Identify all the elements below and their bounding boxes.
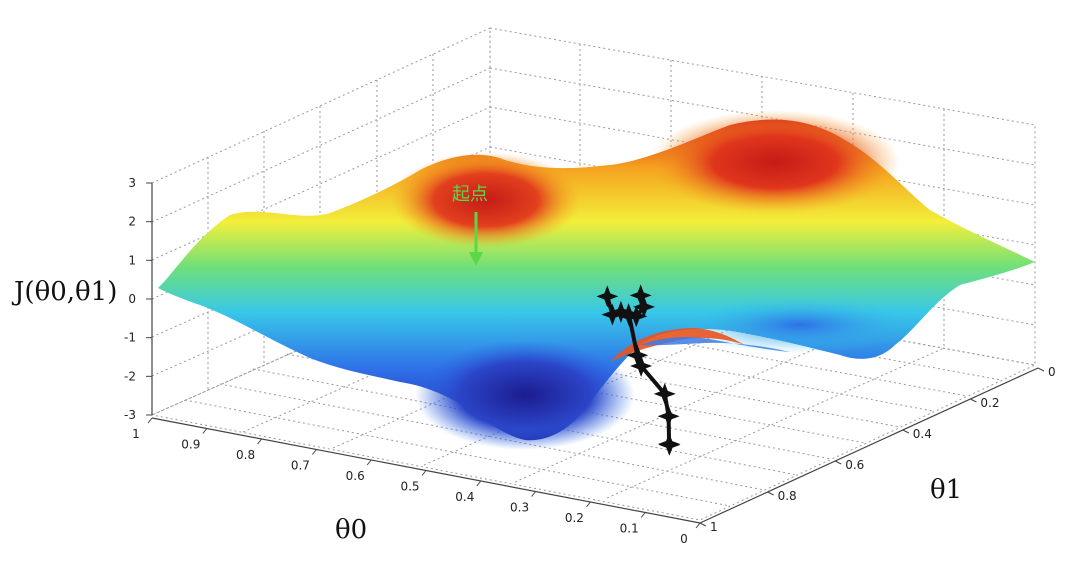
x-tick-label: 0.1 [620,522,639,536]
y-tick-mark [834,460,842,465]
y-tick-label: 0.6 [845,458,864,472]
z-axis-label: J(θ0,θ1) [11,277,117,307]
z-ticks: 3 2 1 0 -1 -2 -3 [124,176,152,422]
y-tick-mark [767,491,774,496]
x-tick-mark [476,480,482,487]
descent-step-marker [617,303,640,326]
z-tick-label: 1 [128,253,136,267]
peak-right [650,110,900,214]
descent-step-marker [609,300,632,323]
z-tick-label: -1 [124,331,136,345]
x-tick-label: 0.7 [291,459,310,473]
x-tick-label: 1 [132,427,140,441]
descent-step-marker [630,355,653,378]
descent-step-marker [629,284,652,307]
descent-paths [596,284,681,456]
y-axis-line [699,367,1039,524]
y-axis-label: θ1 [930,475,962,505]
x-tick-label: 0.9 [181,438,200,452]
x-tick-mark [202,428,208,434]
surface-fold [610,328,745,362]
y-tick-mark [699,522,707,527]
valley-right [680,297,920,353]
descent-step-marker [626,344,649,367]
z-tick-label: 0 [128,292,136,306]
z-tick-label: -3 [124,408,136,422]
z-tick-label: 2 [128,215,136,229]
x-tick-label: 0.6 [346,469,365,483]
x-tick-label: 0.8 [236,448,255,462]
x-tick-label: 0.4 [455,490,474,504]
y-tick-mark [970,398,977,403]
x-tick-mark [695,522,701,529]
y-tick-label: 0.4 [913,427,932,441]
descent-step-marker [632,295,655,318]
valley-center [415,340,635,450]
y-tick-mark [902,429,910,434]
x-axis-label: θ0 [335,515,367,545]
z-tick-label: -2 [124,369,136,383]
peak-left [391,152,581,248]
descent-step-marker [657,405,680,428]
x-tick-mark [640,512,646,518]
y-tick-label: 0.8 [778,489,797,503]
y-tick-label: 0.2 [980,396,999,410]
x-ticks: 1 0.9 0.8 0.7 0.6 0.5 0.4 0.3 0.2 0.1 0 [132,417,701,546]
y-tick-label: 0 [1048,365,1056,379]
x-tick-mark [312,449,317,455]
start-annotation: 起点 [452,184,488,266]
descent-step-marker [601,303,624,326]
cost-surface [158,110,1035,450]
x-tick-mark [366,459,372,466]
x-tick-label: 0 [680,532,688,546]
x-tick-mark [421,470,427,476]
y-tick-label: 1 [710,520,718,534]
z-tick-label: 3 [128,176,136,190]
descent-step-marker [658,433,681,456]
start-label: 起点 [452,184,488,205]
x-tick-label: 0.3 [510,501,529,515]
start-arrow-head [469,252,483,266]
x-tick-label: 0.2 [565,511,584,525]
descent-step-marker [596,285,619,308]
x-tick-mark [257,438,262,445]
y-tick-mark [1037,367,1045,372]
x-tick-label: 0.5 [400,480,419,494]
surface-fold-under [640,337,790,352]
x-tick-mark [586,501,591,508]
descent-step-marker [625,305,648,328]
descent-step-marker [653,382,676,405]
y-ticks: 0 0.2 0.4 0.6 0.8 1 [699,365,1056,534]
x-tick-mark [147,417,153,424]
x-tick-mark [531,491,536,497]
